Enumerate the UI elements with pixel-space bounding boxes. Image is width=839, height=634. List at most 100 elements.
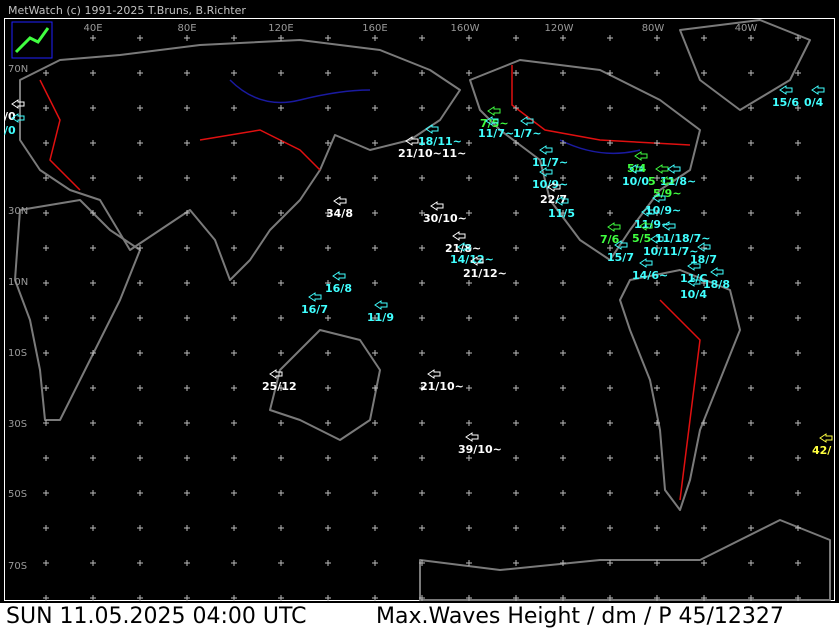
grid-cross <box>43 350 49 356</box>
grid-cross <box>90 70 96 76</box>
grid-cross <box>560 595 566 601</box>
grid-cross <box>560 525 566 531</box>
station-label: 15/6 <box>772 96 799 109</box>
grid-cross <box>278 280 284 286</box>
grid-cross <box>278 595 284 601</box>
grid-cross <box>278 210 284 216</box>
station-label: 15/7 <box>607 251 634 264</box>
grid-cross <box>184 385 190 391</box>
grid-cross <box>560 280 566 286</box>
grid-cross <box>654 560 660 566</box>
grid-cross <box>43 420 49 426</box>
grid-cross <box>90 175 96 181</box>
grid-cross <box>43 315 49 321</box>
grid-cross <box>513 70 519 76</box>
grid-cross <box>325 35 331 41</box>
grid-cross <box>748 490 754 496</box>
wave-arrow <box>629 164 643 174</box>
latitude-label: 70N <box>8 64 28 75</box>
latitude-label: 10N <box>8 277 28 288</box>
grid-cross <box>90 490 96 496</box>
wave-arrow <box>819 433 833 443</box>
longitude-label: 120W <box>545 23 574 34</box>
station-label: 30/10~ <box>423 212 467 225</box>
grid-cross <box>43 140 49 146</box>
wave-arrow <box>430 201 444 211</box>
grid-cross <box>701 595 707 601</box>
grid-cross <box>325 315 331 321</box>
grid-cross <box>513 490 519 496</box>
station-label: 5/9~ <box>653 187 682 200</box>
grid-cross <box>43 210 49 216</box>
grid-cross <box>137 105 143 111</box>
grid-cross <box>90 140 96 146</box>
grid-cross <box>325 420 331 426</box>
longitude-label: 80W <box>642 23 665 34</box>
grid-cross <box>90 245 96 251</box>
grid-cross <box>325 560 331 566</box>
station-label: 11/9 <box>367 311 394 324</box>
grid-cross <box>278 70 284 76</box>
grid-cross <box>325 595 331 601</box>
grid-cross <box>184 490 190 496</box>
grid-cross <box>325 210 331 216</box>
grid-cross <box>278 490 284 496</box>
grid-cross <box>419 105 425 111</box>
grid-cross <box>795 280 801 286</box>
station-label: 1/7~ <box>513 127 542 140</box>
grid-cross <box>137 455 143 461</box>
grid-cross <box>137 140 143 146</box>
grid-cross <box>560 70 566 76</box>
grid-cross <box>184 105 190 111</box>
grid-cross <box>372 245 378 251</box>
station-label: 5 <box>648 175 656 188</box>
longitude-label: 80E <box>177 23 196 34</box>
grid-cross <box>654 210 660 216</box>
grid-cross <box>43 525 49 531</box>
grid-cross <box>513 210 519 216</box>
grid-cross <box>748 315 754 321</box>
grid-cross <box>184 420 190 426</box>
grid-cross <box>231 595 237 601</box>
grid-cross <box>748 455 754 461</box>
grid-cross <box>748 210 754 216</box>
station-label: 34/8 <box>326 207 353 220</box>
wave-arrow <box>374 300 388 310</box>
grid-cross <box>795 560 801 566</box>
wave-arrow <box>11 99 25 109</box>
station-label: 5/5 <box>632 232 651 245</box>
grid-cross <box>419 525 425 531</box>
grid-cross <box>231 420 237 426</box>
wave-arrow <box>333 196 347 206</box>
grid-cross <box>137 560 143 566</box>
grid-cross <box>184 350 190 356</box>
grid-cross <box>372 420 378 426</box>
wave-arrow <box>634 151 648 161</box>
grid-cross <box>560 175 566 181</box>
grid-cross <box>795 245 801 251</box>
latitude-label: 30S <box>8 419 27 430</box>
grid-cross <box>278 560 284 566</box>
wave-arrow <box>405 136 419 146</box>
wave-arrow <box>11 113 25 123</box>
grid-cross <box>466 595 472 601</box>
grid-cross <box>654 245 660 251</box>
station-label: 21/10~ <box>420 380 464 393</box>
wave-arrow <box>614 240 628 250</box>
grid-cross <box>607 210 613 216</box>
station-label: 11/5 <box>548 207 575 220</box>
grid-cross <box>748 35 754 41</box>
grid-cross <box>43 70 49 76</box>
grid-cross <box>513 140 519 146</box>
longitude-label: 120E <box>268 23 293 34</box>
grid-cross <box>513 315 519 321</box>
grid-cross <box>466 350 472 356</box>
grid-cross <box>654 280 660 286</box>
grid-cross <box>466 315 472 321</box>
grid-cross <box>654 420 660 426</box>
grid-cross <box>137 350 143 356</box>
grid-cross <box>90 560 96 566</box>
latitude-label: 10S <box>8 348 27 359</box>
grid-cross <box>137 315 143 321</box>
grid-cross <box>419 210 425 216</box>
